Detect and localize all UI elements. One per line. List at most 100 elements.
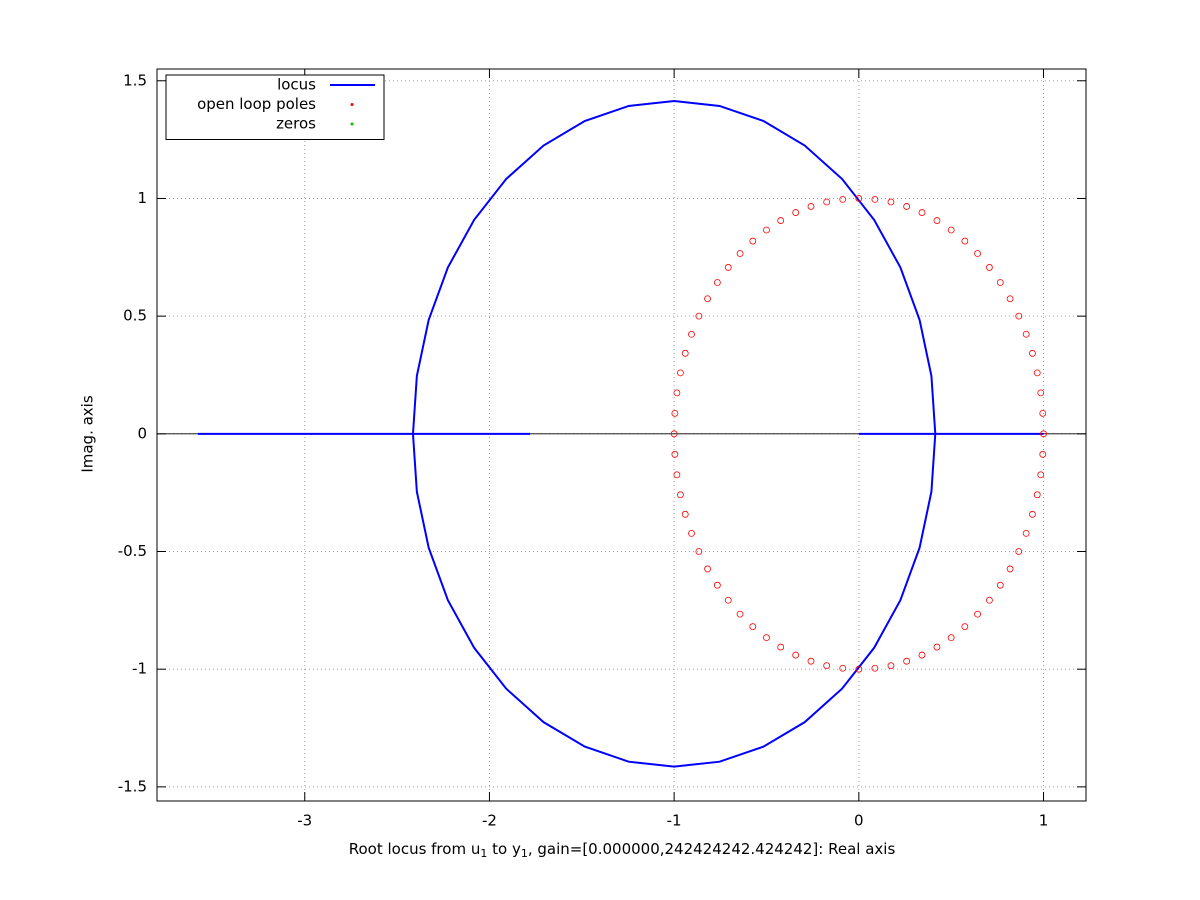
x-label-subscript: 1 <box>521 847 528 860</box>
pole-marker <box>855 665 863 673</box>
pole-marker <box>670 430 678 438</box>
pole-marker <box>1039 409 1047 417</box>
pole-marker <box>724 596 732 604</box>
x-label-part: , gain=[0.000000,242424242.424242]: Real… <box>528 840 896 858</box>
y-tick-label: 1 <box>137 189 147 207</box>
pole-marker <box>1037 389 1045 397</box>
legend-swatch <box>350 103 354 106</box>
pole-marker <box>986 264 993 271</box>
pole-marker <box>974 610 981 618</box>
pole-marker <box>671 450 679 458</box>
pole-marker <box>961 623 969 630</box>
pole-marker <box>933 217 941 224</box>
pole-marker <box>839 664 847 672</box>
pole-marker <box>704 565 711 573</box>
pole-marker <box>677 491 684 499</box>
pole-marker <box>1022 330 1030 338</box>
pole-marker <box>903 203 911 210</box>
pole-marker <box>947 634 955 642</box>
legend-label: open loop poles <box>197 95 316 113</box>
pole-marker <box>792 651 800 659</box>
pole-marker <box>677 369 684 377</box>
pole-marker <box>792 209 800 216</box>
pole-marker <box>763 226 770 234</box>
x-label-part: Root locus from u <box>349 840 481 858</box>
x-axis-label: Root locus from u1 to y1, gain=[0.000000… <box>349 840 896 861</box>
y-tick-label: 0 <box>137 424 147 442</box>
pole-marker <box>1029 349 1036 357</box>
x-tick-label: -2 <box>482 812 497 830</box>
pole-marker <box>918 651 926 659</box>
pole-marker <box>1039 450 1047 458</box>
pole-marker <box>839 195 847 203</box>
pole-marker <box>1029 510 1036 518</box>
pole-marker <box>1006 295 1014 303</box>
legend-label: locus <box>277 76 316 94</box>
pole-marker <box>1040 430 1047 438</box>
pole-marker <box>673 389 681 397</box>
pole-marker <box>1037 471 1045 479</box>
pole-marker <box>724 264 732 271</box>
pole-marker <box>713 279 721 286</box>
pole-marker <box>681 510 689 518</box>
x-tick-label: 1 <box>1039 812 1049 830</box>
pole-marker <box>947 226 955 234</box>
pole-marker <box>823 198 831 206</box>
pole-marker <box>749 237 757 245</box>
pole-marker <box>681 349 689 357</box>
y-tick-label: -1 <box>132 660 147 678</box>
y-tick-label: 0.5 <box>123 307 147 325</box>
pole-marker <box>903 657 911 665</box>
pole-marker <box>704 295 711 303</box>
pole-marker <box>763 634 770 642</box>
pole-marker <box>996 581 1004 589</box>
pole-marker <box>777 217 785 224</box>
x-tick-label: -1 <box>667 812 682 830</box>
pole-marker <box>673 471 681 479</box>
pole-marker <box>749 623 757 630</box>
pole-marker <box>688 330 695 338</box>
pole-marker <box>695 312 703 320</box>
y-tick-label: -0.5 <box>118 542 147 560</box>
y-tick-label: 1.5 <box>123 71 147 89</box>
locus-line <box>198 100 1044 768</box>
pole-marker <box>823 662 831 670</box>
pole-marker <box>1015 312 1023 320</box>
pole-marker <box>695 548 703 555</box>
y-axis-label: Imag. axis <box>79 395 97 473</box>
pole-marker <box>974 250 981 257</box>
pole-marker <box>986 596 993 604</box>
pole-marker <box>688 529 695 537</box>
pole-marker <box>1033 491 1041 499</box>
pole-marker <box>671 409 679 417</box>
x-label-subscript: 1 <box>480 847 487 860</box>
x-label-part: to y <box>487 840 521 858</box>
legend-swatch <box>350 122 354 126</box>
pole-marker <box>1022 529 1030 537</box>
pole-marker <box>871 195 879 203</box>
pole-marker <box>887 198 895 206</box>
pole-marker <box>713 581 721 589</box>
y-tick-label: -1.5 <box>118 777 147 795</box>
pole-marker <box>961 237 969 245</box>
pole-marker <box>918 209 926 216</box>
pole-marker <box>933 643 941 651</box>
plot-border <box>156 68 1087 802</box>
legend-label: zeros <box>276 115 316 133</box>
pole-marker <box>1006 565 1014 573</box>
pole-marker <box>996 279 1004 286</box>
x-tick-label: 0 <box>854 812 864 830</box>
pole-marker <box>855 195 863 202</box>
pole-marker <box>807 203 815 210</box>
x-tick-label: -3 <box>297 812 312 830</box>
pole-marker <box>777 643 785 651</box>
pole-marker <box>1015 548 1023 555</box>
pole-marker <box>807 657 815 665</box>
pole-marker <box>871 664 879 672</box>
pole-marker <box>1033 369 1041 377</box>
pole-marker <box>887 662 895 670</box>
pole-marker <box>736 610 744 618</box>
pole-marker <box>736 250 744 257</box>
